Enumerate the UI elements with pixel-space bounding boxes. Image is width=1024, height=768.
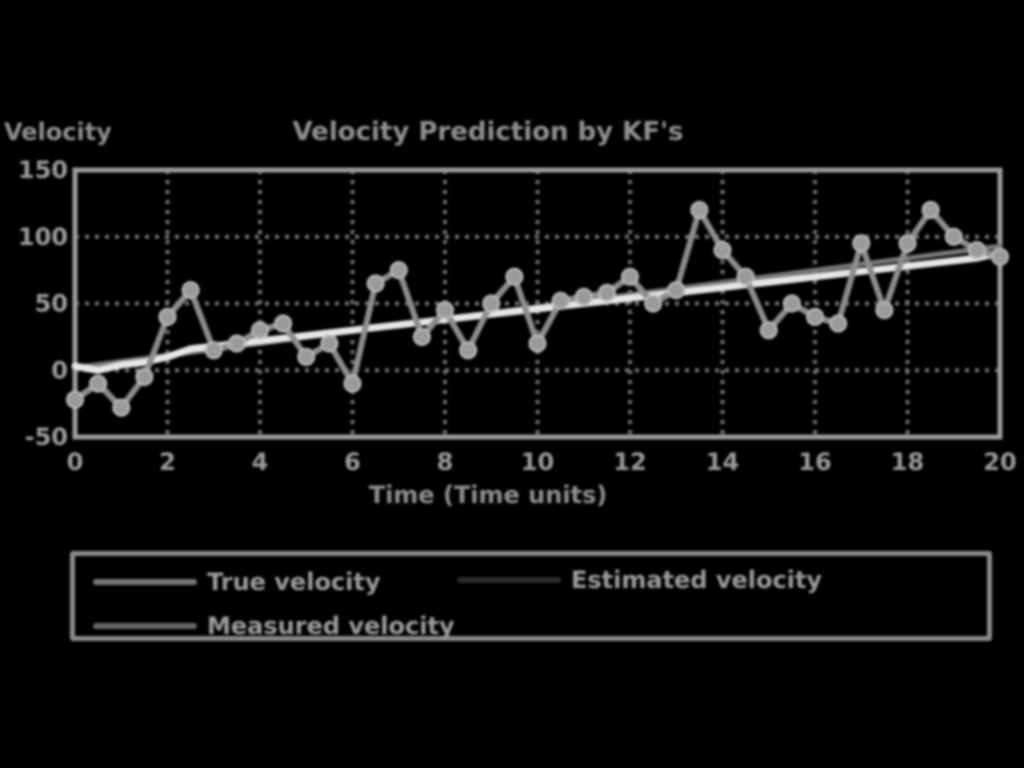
legend-label-measured-velocity: Measured velocity xyxy=(207,612,455,640)
x-tick-label: 12 xyxy=(613,448,646,476)
data-point-measured-velocity xyxy=(459,341,478,360)
y-tick-label: 50 xyxy=(35,290,68,318)
data-point-measured-velocity xyxy=(944,227,963,246)
y-tick-label: 150 xyxy=(18,156,68,184)
y-tick-label: 0 xyxy=(51,356,68,384)
x-tick-label: 18 xyxy=(891,448,924,476)
y-tick-label: 100 xyxy=(18,223,68,251)
data-point-measured-velocity xyxy=(829,314,848,333)
data-point-measured-velocity xyxy=(921,201,940,220)
x-tick-label: 2 xyxy=(159,448,176,476)
data-point-measured-velocity xyxy=(597,283,616,302)
legend-item-true-velocity: True velocity xyxy=(93,568,381,596)
data-point-measured-velocity xyxy=(875,301,894,320)
legend-swatch-measured-velocity xyxy=(93,623,197,629)
x-tick-label: 20 xyxy=(983,448,1016,476)
y-axis-label: Velocity xyxy=(4,118,112,146)
data-point-measured-velocity xyxy=(366,274,385,293)
data-point-measured-velocity xyxy=(436,301,454,320)
data-point-measured-velocity xyxy=(181,281,200,300)
data-point-measured-velocity xyxy=(736,267,755,286)
x-tick-label: 4 xyxy=(252,448,269,476)
x-tick-label: 0 xyxy=(67,448,84,476)
data-point-measured-velocity xyxy=(782,294,801,313)
data-point-measured-velocity xyxy=(482,294,501,313)
data-point-measured-velocity xyxy=(806,307,824,326)
data-point-measured-velocity xyxy=(713,241,732,260)
x-tick-label: 8 xyxy=(437,448,454,476)
data-point-measured-velocity xyxy=(158,307,177,326)
legend-item-measured-velocity: Measured velocity xyxy=(93,612,455,640)
data-point-measured-velocity xyxy=(297,347,316,366)
x-axis-label: Time (Time units) xyxy=(369,481,608,509)
data-point-measured-velocity xyxy=(274,314,293,333)
legend-swatch-true-velocity xyxy=(93,579,197,585)
grid-layer xyxy=(73,168,1002,439)
data-point-measured-velocity xyxy=(574,287,593,306)
data-point-measured-velocity xyxy=(898,234,917,253)
data-point-measured-velocity xyxy=(690,201,709,220)
data-point-measured-velocity xyxy=(667,281,686,300)
x-tick-label: 6 xyxy=(344,448,361,476)
data-point-measured-velocity xyxy=(204,341,223,360)
data-point-measured-velocity xyxy=(412,327,431,346)
plot-frame xyxy=(72,167,1003,440)
data-point-measured-velocity xyxy=(227,334,246,353)
data-point-measured-velocity xyxy=(852,234,871,253)
legend-label-true-velocity: True velocity xyxy=(207,568,381,596)
data-point-measured-velocity xyxy=(112,398,131,417)
data-point-measured-velocity xyxy=(551,291,570,310)
data-point-measured-velocity xyxy=(967,241,986,260)
legend-item-estimated-velocity: Estimated velocity xyxy=(457,566,822,594)
data-point-measured-velocity xyxy=(389,261,408,280)
data-point-measured-velocity xyxy=(135,367,154,386)
series-layer xyxy=(66,201,1009,417)
data-point-measured-velocity xyxy=(644,294,663,313)
data-point-measured-velocity xyxy=(991,247,1009,266)
x-tick-label: 16 xyxy=(798,448,831,476)
data-point-measured-velocity xyxy=(320,334,339,353)
legend: True velocity Estimated velocity Measure… xyxy=(70,551,992,641)
data-point-measured-velocity xyxy=(343,374,362,393)
y-tick-label: -50 xyxy=(25,423,68,451)
data-point-measured-velocity xyxy=(251,321,269,340)
legend-swatch-estimated-velocity xyxy=(457,577,561,583)
data-point-measured-velocity xyxy=(505,267,524,286)
x-tick-label: 10 xyxy=(521,448,554,476)
legend-label-estimated-velocity: Estimated velocity xyxy=(571,566,823,594)
chart-title: Velocity Prediction by KF's xyxy=(292,117,683,147)
data-point-measured-velocity xyxy=(528,334,547,353)
data-point-measured-velocity xyxy=(621,267,639,286)
data-point-measured-velocity xyxy=(89,374,108,393)
data-point-measured-velocity xyxy=(66,390,84,409)
data-point-measured-velocity xyxy=(759,321,778,340)
x-tick-label: 14 xyxy=(706,448,739,476)
